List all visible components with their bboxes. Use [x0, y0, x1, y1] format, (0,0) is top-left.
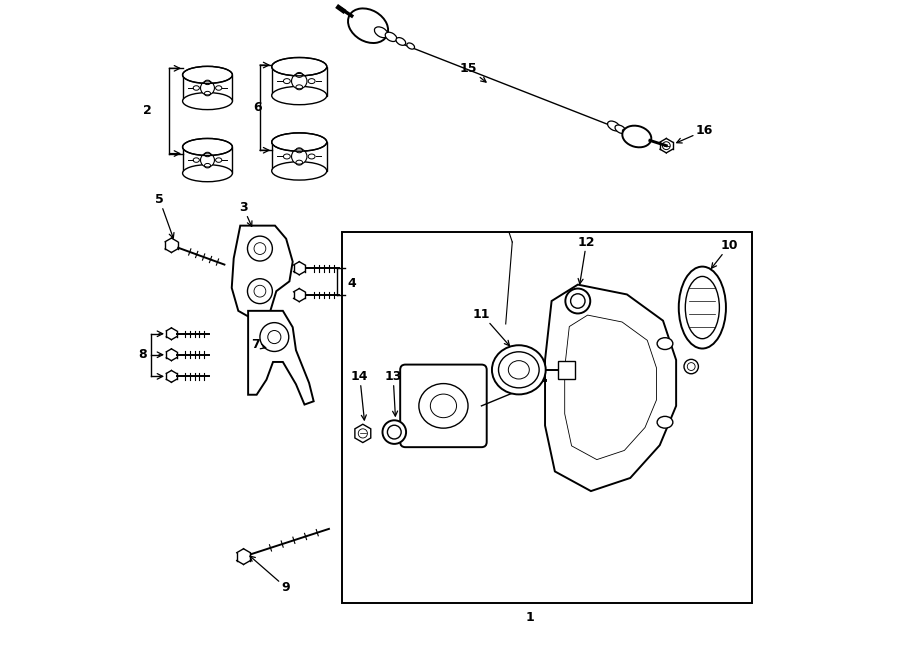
- Text: 3: 3: [238, 201, 252, 227]
- Text: 6: 6: [254, 101, 262, 114]
- Ellipse shape: [396, 38, 406, 46]
- Circle shape: [292, 149, 307, 164]
- Text: 4: 4: [347, 277, 356, 290]
- Ellipse shape: [272, 87, 327, 104]
- Circle shape: [292, 73, 307, 89]
- Ellipse shape: [374, 27, 388, 38]
- Ellipse shape: [183, 66, 232, 83]
- Circle shape: [201, 81, 214, 95]
- Circle shape: [248, 236, 273, 261]
- Ellipse shape: [615, 125, 626, 134]
- Text: 14: 14: [351, 370, 368, 420]
- Text: 10: 10: [712, 239, 738, 268]
- Ellipse shape: [608, 121, 620, 131]
- Circle shape: [260, 323, 289, 352]
- Text: 16: 16: [677, 124, 713, 143]
- Ellipse shape: [492, 345, 545, 395]
- Ellipse shape: [272, 162, 327, 180]
- Polygon shape: [248, 311, 314, 405]
- Ellipse shape: [657, 416, 673, 428]
- Ellipse shape: [385, 32, 397, 42]
- Ellipse shape: [407, 43, 415, 49]
- Text: 2: 2: [143, 104, 152, 118]
- Polygon shape: [272, 67, 327, 96]
- Text: 7: 7: [251, 338, 266, 352]
- FancyBboxPatch shape: [400, 365, 487, 447]
- Ellipse shape: [272, 58, 327, 76]
- Ellipse shape: [565, 289, 590, 313]
- Text: 11: 11: [472, 307, 509, 346]
- Text: 5: 5: [155, 193, 174, 238]
- Ellipse shape: [679, 266, 726, 348]
- Ellipse shape: [183, 138, 232, 155]
- Polygon shape: [183, 147, 232, 173]
- Text: 9: 9: [250, 556, 290, 594]
- Ellipse shape: [348, 9, 388, 43]
- Ellipse shape: [183, 165, 232, 182]
- Text: 13: 13: [384, 370, 401, 416]
- Ellipse shape: [657, 338, 673, 350]
- Polygon shape: [272, 142, 327, 171]
- Ellipse shape: [272, 133, 327, 151]
- Ellipse shape: [623, 129, 632, 136]
- Ellipse shape: [183, 93, 232, 110]
- Polygon shape: [545, 285, 676, 491]
- Ellipse shape: [684, 360, 698, 373]
- Polygon shape: [231, 225, 292, 319]
- Ellipse shape: [622, 126, 652, 147]
- Text: 8: 8: [139, 348, 148, 362]
- Circle shape: [248, 279, 273, 303]
- Polygon shape: [183, 75, 232, 101]
- Ellipse shape: [382, 420, 406, 444]
- Bar: [342, 232, 752, 603]
- Bar: [558, 361, 575, 379]
- Circle shape: [201, 153, 214, 167]
- Text: 1: 1: [526, 611, 534, 624]
- Polygon shape: [355, 424, 371, 443]
- Text: 12: 12: [578, 235, 595, 284]
- Text: 15: 15: [460, 62, 486, 82]
